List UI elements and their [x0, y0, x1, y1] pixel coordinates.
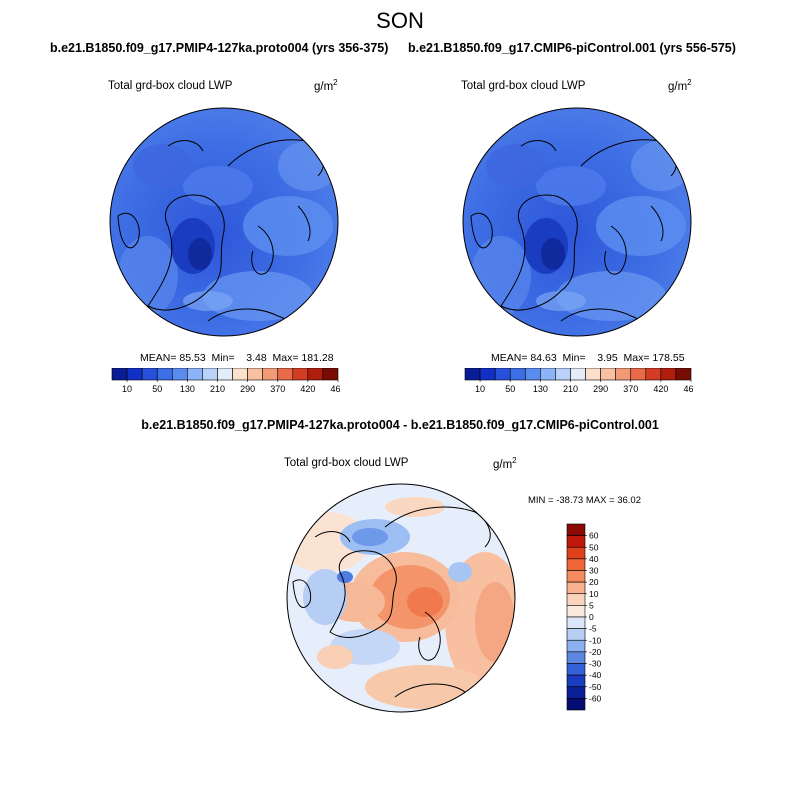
colorbar-tick-label: -10	[589, 635, 602, 645]
colorbar-swatch	[600, 368, 616, 381]
colorbar-swatch	[141, 368, 158, 381]
colorbar-swatch	[232, 368, 248, 381]
colorbar-tick-label: 0	[589, 612, 594, 622]
colorbar-tick-label: -30	[589, 659, 602, 669]
colorbar-tick-label: 60	[589, 531, 599, 541]
colorbar-swatch	[566, 558, 586, 571]
colorbar-tick-label: 50	[152, 384, 162, 394]
colorbar-swatch	[479, 368, 496, 381]
colorbar-swatch	[660, 368, 677, 381]
colorbar-tick-label: 460	[683, 384, 693, 394]
colorbar-swatch	[566, 663, 586, 676]
colorbar-tick-label: 10	[122, 384, 132, 394]
colorbar-tick-label: 10	[475, 384, 485, 394]
colorbar-swatch	[566, 535, 586, 548]
colorbar-tick-label: 210	[563, 384, 578, 394]
colorbar-tick-label: -50	[589, 682, 602, 692]
colorbar-tick-label: 130	[533, 384, 548, 394]
colorbar-swatch	[645, 368, 662, 381]
colorbar-swatch	[187, 368, 203, 381]
left-units: g/m2	[314, 78, 338, 93]
right-colorbar: 10 50 130 210 290 370 420 460	[464, 368, 693, 394]
colorbar-swatch	[566, 581, 586, 595]
colorbar-swatch	[585, 368, 601, 381]
colorbar-swatch	[156, 368, 173, 381]
colorbar-swatch	[566, 651, 586, 664]
colorbar-tick-label: 20	[589, 577, 599, 587]
colorbar-swatch	[111, 368, 128, 381]
colorbar-tick-label: -40	[589, 670, 602, 680]
colorbar-swatch	[126, 368, 143, 381]
diff-variable-title: Total grd-box cloud LWP	[284, 457, 409, 469]
colorbar-tick-label: 290	[593, 384, 608, 394]
colorbar-tick-label: 370	[623, 384, 638, 394]
colorbar-swatch	[566, 570, 586, 583]
colorbar-swatch	[566, 593, 586, 606]
colorbar-tick-label: 290	[240, 384, 255, 394]
left-stats: MEAN= 85.53 Min= 3.48 Max= 181.28	[140, 352, 334, 364]
colorbar-tick-label: -20	[589, 647, 602, 657]
colorbar-swatch	[566, 523, 586, 536]
colorbar-swatch	[566, 628, 586, 641]
colorbar-tick-label: 460	[330, 384, 340, 394]
colorbar-swatch	[675, 368, 692, 381]
colorbar-swatch	[566, 698, 586, 711]
colorbar-swatch	[540, 368, 556, 381]
colorbar-swatch	[322, 368, 339, 381]
difference-map	[286, 483, 516, 713]
colorbar-tick-label: 5	[589, 600, 594, 610]
colorbar-tick-label: 130	[180, 384, 195, 394]
right-map	[462, 107, 692, 337]
colorbar-swatch	[277, 368, 294, 381]
colorbar-tick-label: 10	[589, 589, 599, 599]
colorbar-swatch	[262, 368, 279, 381]
colorbar-swatch	[292, 368, 309, 381]
colorbar-swatch	[202, 368, 218, 381]
colorbar-swatch	[247, 368, 263, 381]
colorbar-swatch	[509, 368, 526, 381]
colorbar-swatch	[566, 686, 586, 699]
colorbar-tick-label: 30	[589, 566, 599, 576]
difference-title: b.e21.B1850.f09_g17.PMIP4-127ka.proto004…	[141, 418, 659, 432]
colorbar-swatch	[566, 605, 586, 618]
colorbar-tick-label: 40	[589, 554, 599, 564]
colorbar-swatch	[566, 674, 586, 688]
colorbar-swatch	[555, 368, 571, 381]
colorbar-tick-label: 420	[300, 384, 315, 394]
colorbar-tick-label: 50	[589, 542, 599, 552]
diff-minmax: MIN = -38.73 MAX = 36.02	[528, 495, 642, 506]
colorbar-swatch	[615, 368, 632, 381]
right-stats: MEAN= 84.63 Min= 3.95 Max= 178.55	[491, 352, 685, 364]
colorbar-tick-label: 420	[653, 384, 668, 394]
colorbar-swatch	[570, 368, 586, 381]
colorbar-swatch	[524, 368, 541, 381]
colorbar-swatch	[566, 616, 586, 629]
left-colorbar: 10 50 130 210 290 370 420 460	[111, 368, 340, 394]
colorbar-tick-label: -60	[589, 693, 602, 703]
right-run-title: b.e21.B1850.f09_g17.CMIP6-piControl.001 …	[408, 41, 736, 55]
colorbar-swatch	[217, 368, 233, 381]
colorbar-tick-label: 370	[270, 384, 285, 394]
right-variable-title: Total grd-box cloud LWP	[461, 80, 586, 92]
colorbar-swatch	[464, 368, 481, 381]
colorbar-swatch	[307, 368, 324, 381]
figure-title: SON	[376, 8, 424, 33]
colorbar-tick-label: -5	[589, 624, 597, 634]
colorbar-swatch	[494, 368, 511, 381]
colorbar-swatch	[630, 368, 647, 381]
left-variable-title: Total grd-box cloud LWP	[108, 80, 233, 92]
left-map	[109, 107, 339, 337]
colorbar-swatch	[566, 546, 586, 560]
colorbar-swatch	[566, 639, 586, 653]
diff-units: g/m2	[493, 456, 517, 471]
colorbar-tick-label: 210	[210, 384, 225, 394]
right-units: g/m2	[668, 78, 692, 93]
colorbar-tick-label: 50	[505, 384, 515, 394]
colorbar-swatch	[171, 368, 188, 381]
left-run-title: b.e21.B1850.f09_g17.PMIP4-127ka.proto004…	[50, 41, 389, 55]
